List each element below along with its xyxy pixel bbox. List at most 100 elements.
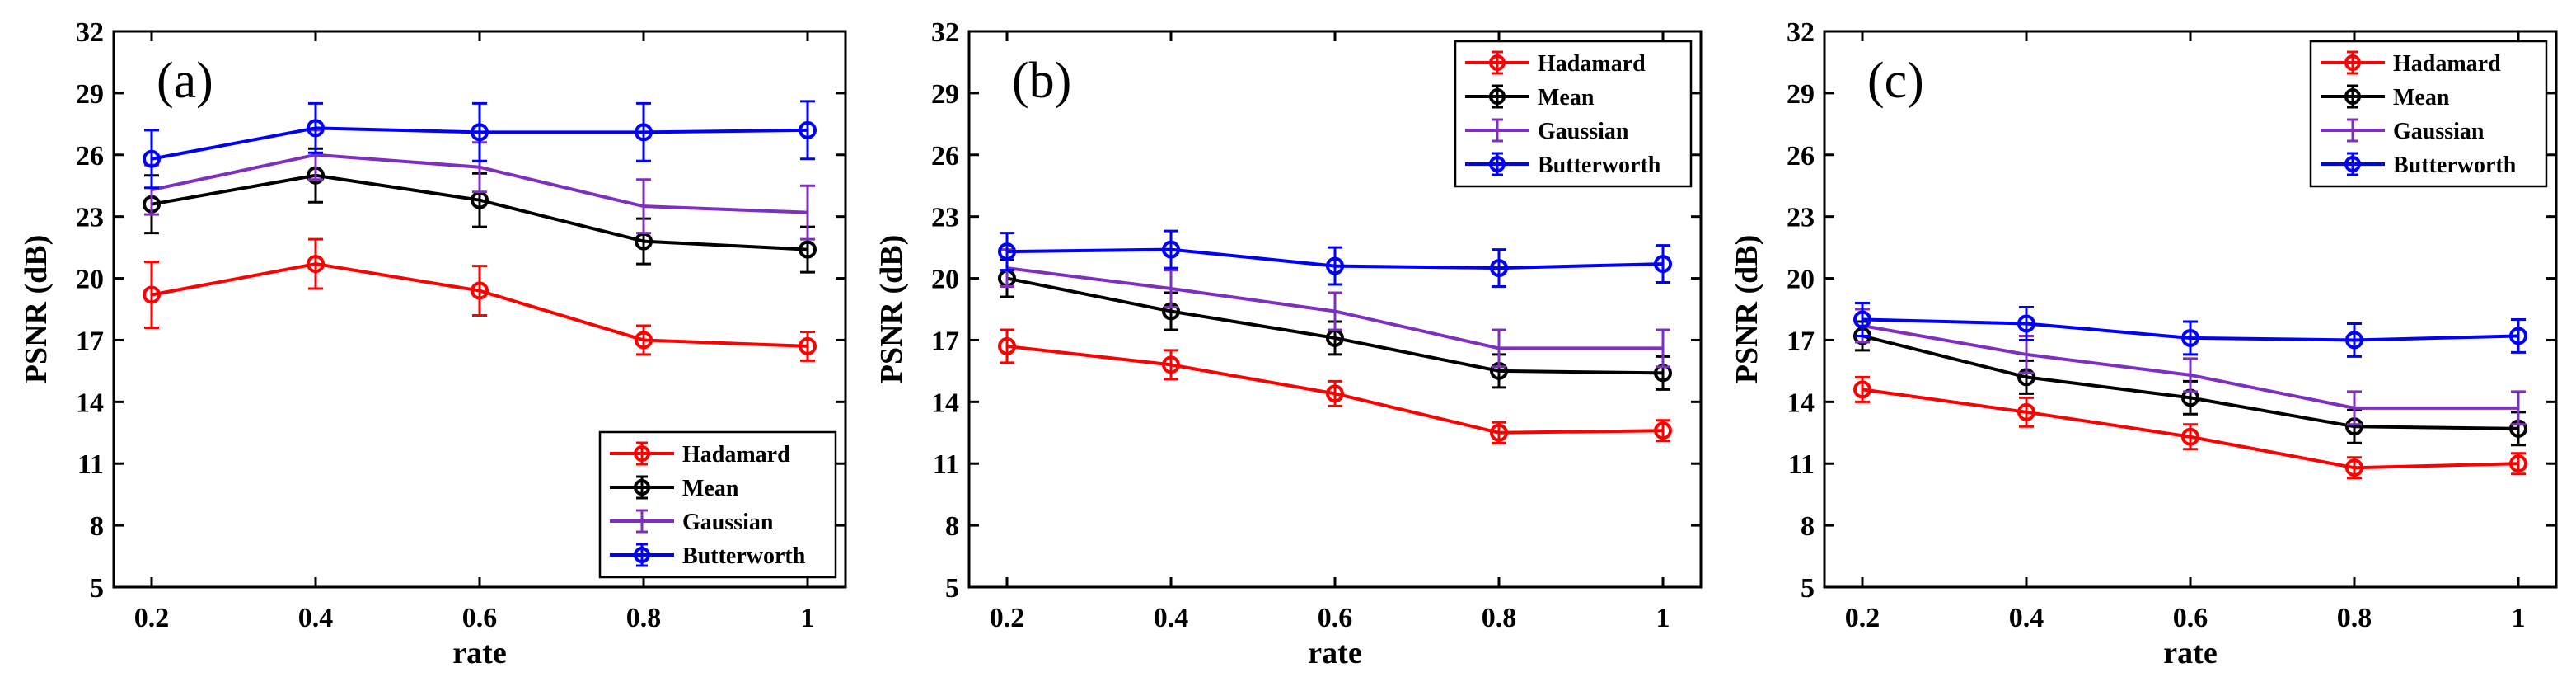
legend-box [2309,40,2548,188]
legend-entry-butterworth: Butterworth [1465,152,1661,178]
x-tick-label: 0.6 [462,603,498,633]
y-tick-label: 5 [1801,573,1815,604]
y-tick-label: 8 [1801,511,1815,542]
data-point [1654,421,1672,440]
data-point [1490,259,1508,278]
y-tick-label: 14 [931,388,959,418]
legend-label: Mean [1538,85,1595,110]
series-hadamard [998,328,1672,444]
data-point [1490,423,1508,442]
legend-label: Gaussian [682,510,774,535]
y-tick-label: 5 [945,573,959,604]
y-tick-label: 32 [931,17,959,48]
y-tick-label: 23 [1787,203,1815,233]
y-tick-label: 17 [1787,326,1815,356]
data-point [635,331,653,350]
legend-entry-gaussian: Gaussian [1465,118,1629,144]
data-point [1853,310,1871,329]
data-point [799,336,817,355]
y-tick-label: 20 [76,265,104,295]
legend-entry-butterworth: Butterworth [610,543,806,569]
x-tick-label: 1 [1656,603,1670,633]
y-axis-label: PSNR (dB) [19,235,54,384]
legend-marker [1489,54,1506,71]
legend-marker [1489,156,1506,172]
data-point [307,119,325,138]
y-tick-label: 32 [76,17,104,48]
y-tick-label: 11 [1788,449,1815,480]
series-hadamard [1853,375,2527,480]
data-point [1853,380,1871,399]
legend-marker [634,479,650,496]
x-tick-label: 0.8 [626,603,662,633]
data-point [2017,402,2035,421]
y-tick-label: 17 [76,326,104,356]
legend-entry-hadamard: Hadamard [610,441,790,468]
x-tick-label: 0.4 [1154,603,1189,633]
y-tick-label: 29 [76,79,104,110]
data-point [2181,328,2199,347]
data-point [2509,327,2527,346]
x-tick-label: 0.6 [2173,603,2208,633]
data-point [471,281,489,300]
legend-label: Hadamard [2393,51,2501,77]
legend-box [1454,40,1693,188]
y-tick-label: 14 [1787,388,1815,418]
y-tick-label: 26 [76,141,104,172]
data-point [143,149,161,168]
x-tick-label: 0.8 [2337,603,2372,633]
legend-entry-mean: Mean [1465,84,1595,110]
data-point [143,285,161,304]
data-point [1654,255,1672,274]
x-tick-label: 1 [801,603,815,633]
y-tick-label: 23 [931,203,959,233]
legend-label: Mean [2393,85,2450,110]
data-point [2509,454,2527,473]
data-point [2345,458,2363,477]
series-gaussian [1000,248,1670,369]
chart-panel-2: 5 8 11 14 17 20 23 26 29 32 0.2 0.4 0.6 0.8 1 rate PSNR … [874,17,1703,670]
legend: Hadamard Mean Gaussian Butterworth [1454,40,1693,188]
legend-marker [2344,156,2361,172]
y-tick-label: 29 [1787,79,1815,110]
x-tick-label: 0.6 [1318,603,1353,633]
panel-label: (a) [157,53,213,109]
data-point [998,242,1016,261]
data-point [1162,355,1180,374]
panel-label: (b) [1012,53,1071,109]
y-tick-label: 26 [931,141,959,172]
y-axis-label: PSNR (dB) [1730,235,1764,384]
x-tick-label: 0.4 [2009,603,2044,633]
legend-marker [634,445,650,462]
chart-panel-1: 5 8 11 14 17 20 23 26 29 32 0.2 0.4 0.6 0.8 1 rate PSNR … [19,17,847,670]
data-point [1162,240,1180,259]
legend-box [598,430,837,579]
legend: Hadamard Mean Gaussian Butterworth [598,430,837,579]
legend-entry-mean: Mean [2321,84,2450,110]
legend-label: Gaussian [1538,119,1629,144]
legend-entry-gaussian: Gaussian [2321,118,2485,144]
legend: Hadamard Mean Gaussian Butterworth [2309,40,2548,188]
data-point [799,240,817,259]
chart-panel-3: 5 8 11 14 17 20 23 26 29 32 0.2 0.4 0.6 0.8 1 rate PSNR … [1730,17,2558,670]
legend-marker [2344,54,2361,71]
legend-entry-butterworth: Butterworth [2321,152,2517,178]
legend-entry-hadamard: Hadamard [1465,50,1646,77]
series-butterworth [143,100,817,190]
legend-label: Mean [682,476,739,501]
data-point [998,336,1016,355]
x-axis-label: rate [2163,636,2217,670]
x-axis-label: rate [452,636,506,670]
x-tick-label: 0.2 [990,603,1025,633]
y-tick-label: 8 [945,511,959,542]
y-tick-label: 11 [77,449,104,480]
legend-label: Hadamard [682,442,790,468]
y-tick-label: 14 [76,388,104,418]
y-tick-label: 20 [1787,265,1815,295]
legend-marker [1489,88,1506,105]
legend-entry-gaussian: Gaussian [610,509,774,535]
x-tick-label: 0.8 [1482,603,1517,633]
y-tick-label: 32 [1787,17,1815,48]
legend-label: Butterworth [2393,153,2517,178]
